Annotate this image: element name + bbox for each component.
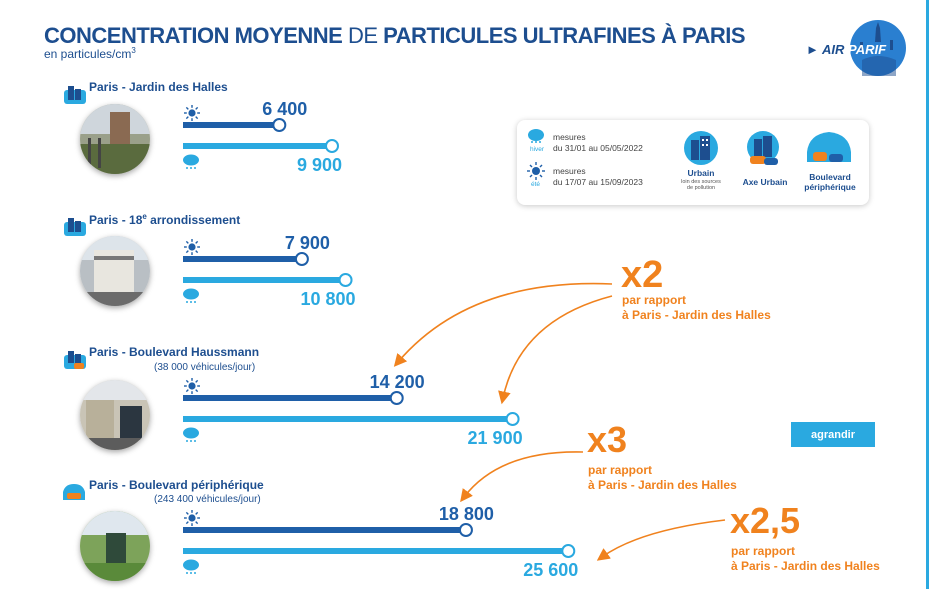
- winter-icon: [183, 154, 199, 169]
- legend-box: hiver mesures du 31/01 au 05/05/2022 été …: [517, 120, 869, 205]
- boulevard-peripherique-icon: [803, 128, 855, 173]
- summer-value-label: 14 200: [370, 372, 425, 392]
- winter-bar: [183, 416, 513, 422]
- hiver-label: hiver: [530, 146, 545, 153]
- multiplier-caption: par rapport à Paris - Jardin des Halles: [731, 544, 880, 573]
- winter-icon: [183, 559, 199, 574]
- ete-icon: [527, 162, 545, 185]
- comparison-arrow: [596, 519, 726, 561]
- summer-bar-end-dot: [389, 391, 404, 405]
- multiplier-value: x3: [587, 419, 628, 460]
- winter-bar-end-dot: [505, 412, 520, 426]
- legend-axe-urbain-label: Axe Urbain: [742, 177, 788, 187]
- agrandir-button[interactable]: agrandir: [791, 422, 875, 447]
- comparison-arrow: [460, 451, 584, 503]
- page-title: CONCENTRATION MOYENNE DE PARTICULES ULTR…: [44, 23, 746, 48]
- winter-bar-end-dot: [561, 544, 576, 558]
- winter-bar-end-dot: [324, 139, 339, 153]
- airparif-logo: ► AIR PARIF: [806, 20, 908, 76]
- right-border: [926, 0, 929, 589]
- winter-bar: [183, 143, 332, 149]
- traffic-note: (38 000 véhicules/jour): [154, 362, 256, 373]
- multiplier-value: x2,5: [730, 500, 801, 541]
- boulevard-peripherique-icon: [61, 482, 85, 502]
- summer-bar: [183, 395, 397, 401]
- legend-boulevard-peripherique-label: Boulevard périphérique: [804, 172, 856, 192]
- urbain-icon: [682, 130, 720, 171]
- summer-value-label: 18 800: [439, 504, 494, 524]
- sun-icon: [184, 378, 200, 394]
- summer-value-label: 6 400: [262, 99, 307, 119]
- winter-value-label: 9 900: [297, 155, 342, 175]
- urbain-icon: [64, 216, 86, 236]
- summer-bar-end-dot: [272, 118, 287, 132]
- winter-value-label: 21 900: [468, 428, 523, 448]
- hiver-icon: [527, 128, 545, 149]
- comparison-arrow: [393, 282, 613, 367]
- winter-bar: [183, 277, 346, 283]
- summer-bar-end-dot: [294, 252, 309, 266]
- axe-urbain-icon: [744, 130, 782, 173]
- winter-value-label: 25 600: [523, 560, 578, 580]
- comparison-arrow: [498, 295, 613, 405]
- unit-subtitle: en particules/cm3: [44, 46, 136, 61]
- summer-bar-end-dot: [458, 523, 473, 537]
- multiplier-value: x2: [621, 254, 664, 296]
- sun-icon: [184, 105, 200, 121]
- station-name-boulevard-haussmann: Paris - Boulevard Haussmann: [89, 345, 260, 359]
- summer-bar: [183, 122, 280, 128]
- globe-icon: [850, 20, 906, 76]
- ete-legend-text: mesures du 17/07 au 15/09/2023: [553, 166, 643, 187]
- logo-text: ► AIR PARIF: [806, 42, 887, 57]
- summer-value-label: 7 900: [285, 233, 330, 253]
- multiplier-caption: par rapport à Paris - Jardin des Halles: [588, 463, 737, 492]
- station-name-18e-arrondissement: Paris - 18e arrondissement: [89, 212, 241, 227]
- sun-icon: [184, 510, 200, 526]
- station-photo: [80, 236, 150, 306]
- winter-icon: [183, 427, 199, 442]
- ete-label: été: [531, 181, 541, 188]
- station-name-boulevard-peripherique: Paris - Boulevard périphérique: [89, 478, 264, 492]
- winter-value-label: 10 800: [300, 289, 355, 309]
- winter-bar-end-dot: [338, 273, 353, 287]
- legend-urbain-sublabel: loin des sources de pollution: [681, 179, 721, 191]
- legend-urbain-label: Urbain: [687, 168, 715, 178]
- traffic-note: (243 400 véhicules/jour): [154, 494, 261, 505]
- sun-icon: [184, 239, 200, 255]
- summer-bar: [183, 256, 302, 262]
- hiver-legend-text: mesures du 31/01 au 05/05/2022: [553, 132, 643, 153]
- urbain-icon: [64, 84, 86, 104]
- multiplier-caption: par rapport à Paris - Jardin des Halles: [622, 293, 771, 322]
- axe-urbain-icon: [64, 349, 86, 369]
- winter-icon: [183, 288, 199, 303]
- winter-bar: [183, 548, 569, 554]
- summer-bar: [183, 527, 466, 533]
- station-name-jardin-des-halles: Paris - Jardin des Halles: [89, 80, 228, 94]
